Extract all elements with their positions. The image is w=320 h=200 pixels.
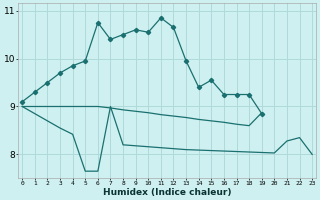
X-axis label: Humidex (Indice chaleur): Humidex (Indice chaleur) (103, 188, 231, 197)
